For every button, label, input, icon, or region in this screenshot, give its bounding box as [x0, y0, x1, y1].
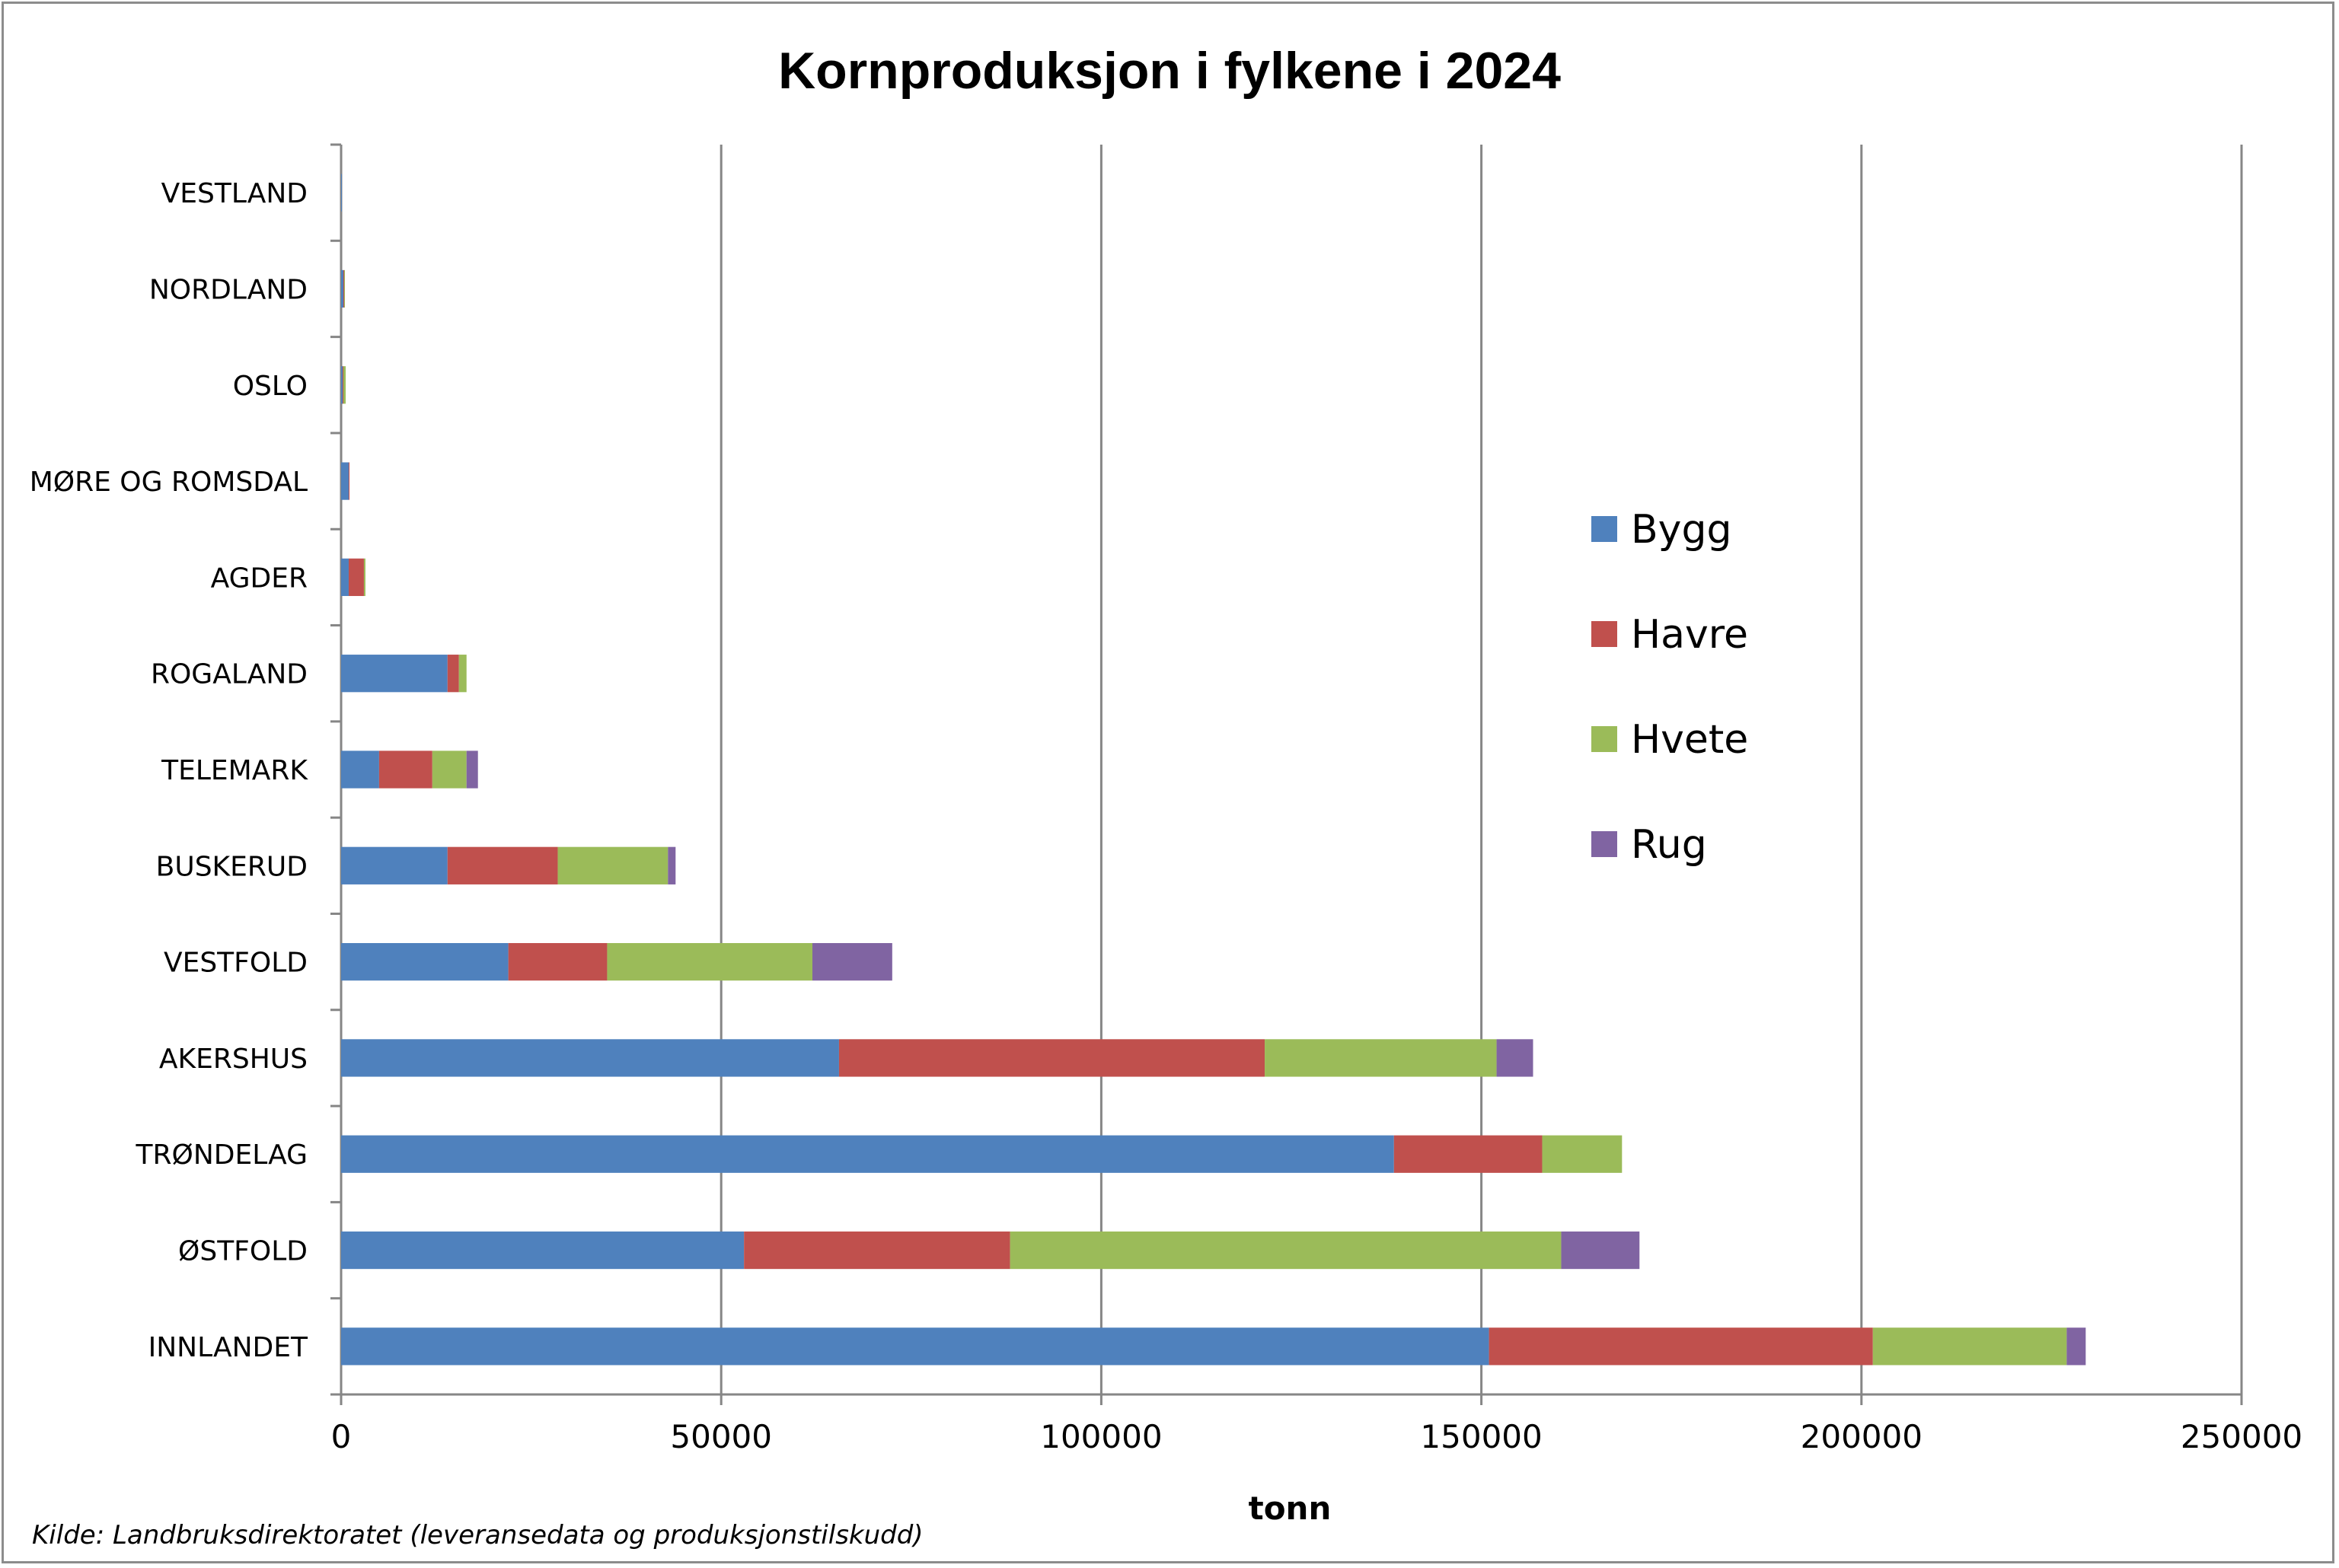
category-label: BUSKERUD — [156, 851, 308, 882]
legend-swatch — [1591, 726, 1617, 752]
category-label: TRØNDELAG — [135, 1139, 308, 1171]
legend-label: Havre — [1631, 612, 1748, 658]
bars — [341, 174, 2086, 1366]
bar-segment-bygg — [341, 1039, 839, 1077]
bar-segment-bygg — [341, 942, 509, 981]
legend-swatch — [1591, 621, 1617, 647]
bar-segment-hvete — [432, 751, 467, 789]
chart-title: Kornproduksjon i fylkene i 2024 — [778, 42, 1561, 100]
bar-segment-rug — [466, 751, 478, 789]
bar-segment-bygg — [341, 174, 342, 212]
bar-segment-hvete — [607, 942, 813, 981]
x-tick-label: 50000 — [670, 1418, 772, 1455]
x-tick-label: 250000 — [2181, 1418, 2302, 1455]
bar-segment-bygg — [341, 1135, 1394, 1173]
bar-segment-havre — [378, 751, 432, 789]
bar-segment-bygg — [341, 655, 448, 693]
bar-segment-hvete — [343, 269, 345, 308]
bar-segment-bygg — [341, 751, 379, 789]
bar-segment-bygg — [341, 462, 349, 500]
x-tick-label: 100000 — [1040, 1418, 1162, 1455]
bar-segment-bygg — [341, 558, 349, 597]
bar-segment-hvete — [1010, 1231, 1562, 1270]
category-label: ØSTFOLD — [178, 1236, 308, 1267]
bar-segment-havre — [447, 846, 558, 884]
bar-segment-havre — [1489, 1327, 1873, 1366]
category-label: VESTLAND — [161, 178, 308, 209]
gridlines — [720, 145, 2243, 1394]
bar-segment-bygg — [341, 366, 343, 404]
bar-segment-rug — [1561, 1231, 1640, 1270]
x-axis-title: tonn — [1249, 1490, 1332, 1527]
x-tick-label: 150000 — [1420, 1418, 1542, 1455]
legend-label: Rug — [1631, 822, 1707, 868]
bar-segment-havre — [348, 558, 364, 597]
x-tick-label: 200000 — [1801, 1418, 1923, 1455]
category-label: INNLANDET — [148, 1332, 308, 1363]
legend: Bygg Havre Hvete Rug — [1591, 507, 1748, 868]
bar-segment-havre — [838, 1039, 1265, 1077]
bar-segment-havre — [1393, 1135, 1543, 1173]
bar-segment-havre — [343, 269, 344, 308]
axes — [330, 143, 2243, 1405]
legend-swatch — [1591, 516, 1617, 542]
bar-segment-bygg — [341, 1327, 1489, 1366]
legend-label: Bygg — [1631, 507, 1731, 553]
bar-segment-bygg — [341, 269, 343, 308]
bar-segment-hvete — [343, 366, 346, 404]
category-label: OSLO — [233, 371, 308, 402]
category-label: MØRE OG ROMSDAL — [30, 467, 308, 498]
bar-segment-bygg — [341, 846, 448, 884]
labels: 0 50000 100000 150000 200000 250000 VESTLAND NO… — [30, 178, 2302, 1455]
category-label: ROGALAND — [151, 659, 308, 690]
bar-segment-hvete — [1265, 1039, 1497, 1077]
bar-segment-hvete — [1872, 1327, 2067, 1366]
legend-label: Hvete — [1631, 717, 1748, 763]
legend-swatch — [1591, 831, 1617, 857]
bar-segment-havre — [508, 942, 608, 981]
category-label: NORDLAND — [149, 274, 308, 305]
bar-segment-hvete — [1542, 1135, 1623, 1173]
category-label: AKERSHUS — [159, 1044, 308, 1075]
source-note: Kilde: Landbruksdirektoratet (leveransed… — [32, 1520, 924, 1550]
bar-segment-rug — [2066, 1327, 2086, 1366]
bar-segment-havre — [744, 1231, 1010, 1270]
bar-segment-hvete — [363, 558, 365, 597]
bar-segment-bygg — [341, 1231, 745, 1270]
category-label: TELEMARK — [161, 755, 308, 786]
category-label: AGDER — [211, 563, 308, 594]
bar-segment-hvete — [557, 846, 669, 884]
bar-segment-rug — [668, 846, 676, 884]
bar-segment-rug — [1496, 1039, 1533, 1077]
category-label: VESTFOLD — [164, 948, 308, 979]
bar-segment-hvete — [458, 655, 467, 693]
bar-segment-rug — [812, 942, 892, 981]
x-tick-label: 0 — [331, 1418, 352, 1455]
bar-segment-havre — [447, 655, 459, 693]
